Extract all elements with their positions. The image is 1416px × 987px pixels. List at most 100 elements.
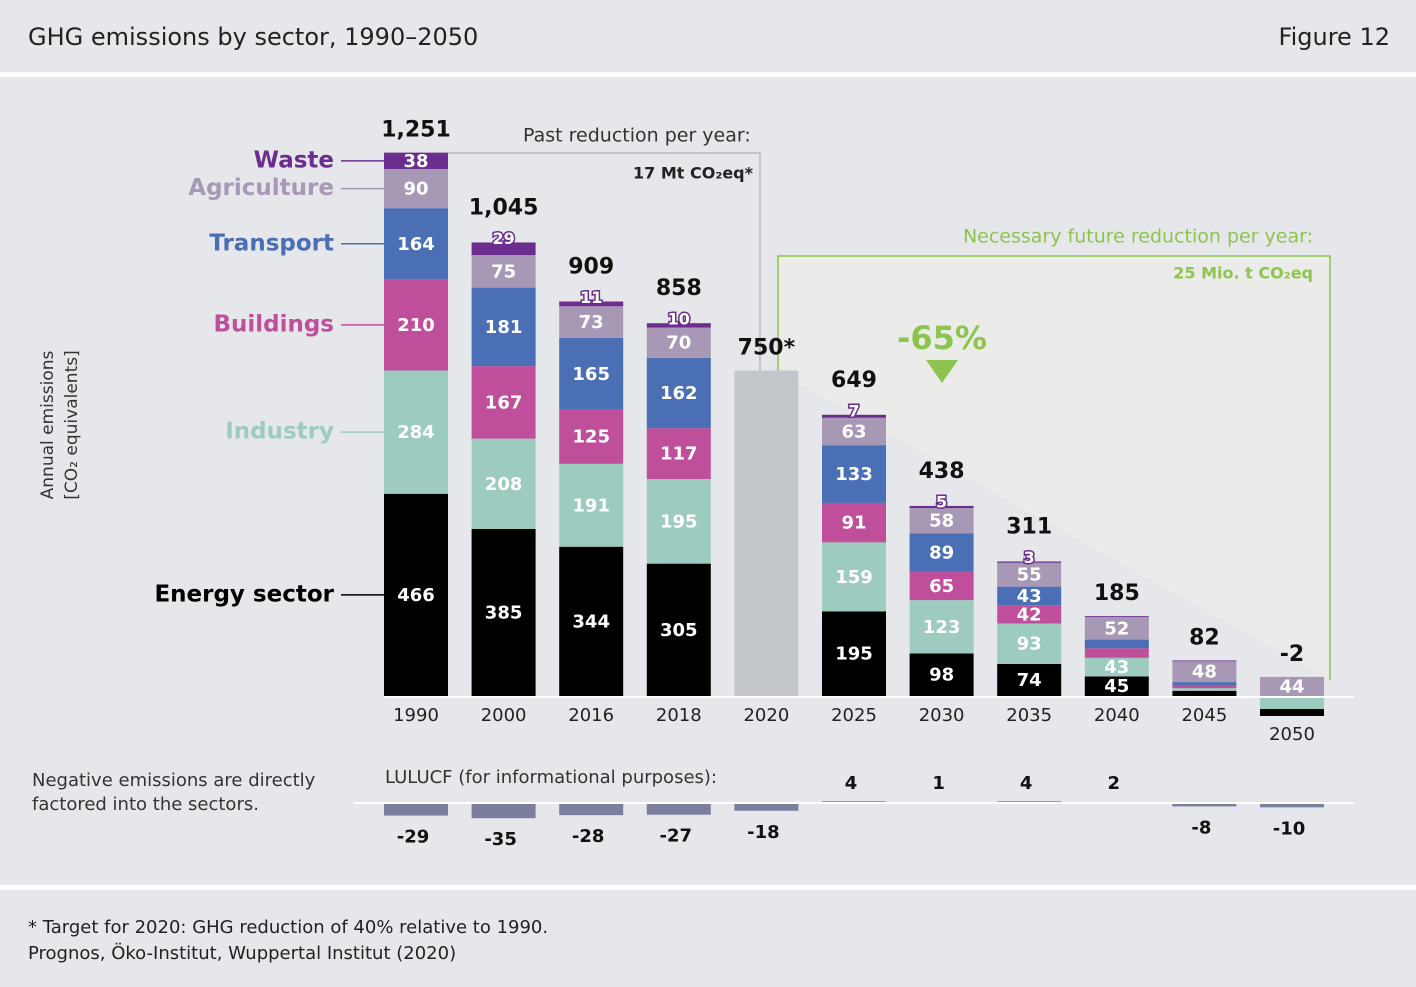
legend-label: Transport	[209, 230, 334, 256]
segment-label: 125	[572, 427, 610, 448]
segment-label: 74	[1017, 670, 1042, 691]
note: Negative emissions are directly	[32, 770, 316, 791]
total-label: 649	[831, 368, 877, 393]
bar-segment	[1084, 617, 1149, 640]
lulucf-bar	[646, 803, 711, 815]
segment-label: 55	[1017, 565, 1042, 586]
segment-label: 159	[835, 567, 873, 588]
segment-label: 133	[835, 464, 873, 485]
segment-label: 58	[929, 511, 954, 532]
segment-label: 11	[580, 288, 602, 307]
bar-segment	[1172, 685, 1237, 689]
segment-label: 210	[397, 315, 435, 336]
lulucf-value: -18	[747, 822, 780, 843]
bar-segment	[822, 417, 886, 446]
bar-segment	[997, 623, 1062, 664]
bar-segment	[646, 563, 711, 696]
annotation-value: 25 Mio. t CO₂eq	[1173, 264, 1313, 283]
x-tick-label: 2050	[1269, 724, 1315, 745]
segment-label: 91	[841, 513, 866, 534]
segment-label: 65	[929, 576, 954, 597]
bar-segment	[559, 301, 624, 307]
segment-label: 44	[1279, 676, 1304, 697]
source: Prognos, Öko-Institut, Wuppertal Institu…	[28, 942, 456, 964]
lulucf-bar	[471, 803, 536, 819]
legend-label: Industry	[225, 419, 334, 445]
segment-label: 29	[492, 229, 514, 248]
bar-segment	[646, 479, 711, 564]
bar-segment	[1084, 676, 1149, 696]
segment-label: 98	[929, 665, 954, 686]
segment-label: 93	[1017, 634, 1042, 655]
arrow	[926, 360, 958, 383]
x-tick-label: 2040	[1094, 705, 1140, 726]
segment-label: 195	[660, 511, 698, 532]
lulucf-label: LULUCF (for informational purposes):	[385, 767, 717, 788]
lulucf-bar	[1260, 803, 1324, 808]
y-axis-label-line: [CO₂ equivalents]	[62, 350, 82, 499]
segment-label: 165	[572, 364, 610, 385]
bar-segment	[1260, 696, 1324, 710]
segment-label: 117	[660, 444, 698, 465]
annotation: Past reduction per year:	[523, 125, 751, 147]
past-bracket	[448, 152, 761, 372]
bar-segment	[822, 445, 886, 503]
bar-segment	[646, 327, 711, 358]
segment-label: 75	[491, 261, 516, 282]
bar-segment	[384, 493, 448, 696]
total-label: 82	[1189, 625, 1220, 650]
bar-segment	[384, 152, 448, 170]
bar-segment	[1084, 657, 1149, 677]
segment-label: 43	[1104, 657, 1129, 678]
x-tick-label: 2035	[1006, 705, 1052, 726]
segment-label: 5	[936, 492, 947, 511]
bar-segment	[559, 463, 624, 547]
lulucf-value: -10	[1273, 818, 1306, 839]
separator	[0, 72, 1416, 77]
x-tick-label: 2020	[743, 705, 789, 726]
segment-label: 466	[397, 585, 435, 606]
segment-label: 195	[835, 644, 873, 665]
segment-label: 167	[485, 392, 523, 413]
separator	[0, 885, 1416, 890]
x-tick-label: 2030	[919, 705, 965, 726]
bar-segment	[909, 533, 974, 572]
bar-segment	[559, 546, 624, 696]
lulucf-value: -27	[660, 826, 693, 847]
bar-segment	[646, 428, 711, 479]
total-label: 311	[1006, 514, 1052, 539]
bar-segment	[471, 438, 536, 529]
segment-label: 191	[572, 495, 610, 516]
total-label: 1,251	[381, 118, 451, 143]
segment-label: 7	[848, 401, 859, 420]
title: GHG emissions by sector, 1990–2050	[28, 23, 478, 51]
total-label: 750*	[738, 336, 796, 361]
x-tick-label: 1990	[393, 705, 439, 726]
total-label: 185	[1094, 581, 1140, 606]
total-label: -2	[1280, 642, 1304, 667]
segment-label: 385	[485, 602, 523, 623]
bar-segment	[997, 663, 1062, 696]
bar-segment	[1172, 661, 1237, 683]
bar-segment	[559, 337, 624, 410]
lulucf-value: 2	[1108, 773, 1121, 794]
bar-segment	[384, 370, 448, 494]
lulucf-bar	[1172, 803, 1237, 807]
bar-segment	[559, 306, 624, 338]
segment-label: 305	[660, 620, 698, 641]
lulucf-value: 4	[1020, 773, 1033, 794]
bar-segment	[997, 605, 1062, 624]
bar-segment	[1172, 688, 1237, 691]
y-axis-label-line: Annual emissions	[38, 351, 58, 500]
legend-label: Buildings	[213, 311, 334, 337]
segment-label: 38	[403, 151, 428, 172]
segment-label: 90	[403, 179, 428, 200]
bar-segment	[997, 586, 1062, 606]
bar-segment	[1260, 676, 1324, 696]
note: factored into the sectors.	[32, 794, 259, 815]
legend-label: Agriculture	[188, 175, 334, 201]
segment-label: 63	[841, 421, 866, 442]
bar-segment	[997, 562, 1062, 587]
bar-segment	[909, 600, 974, 654]
segment-label: 344	[572, 611, 610, 632]
